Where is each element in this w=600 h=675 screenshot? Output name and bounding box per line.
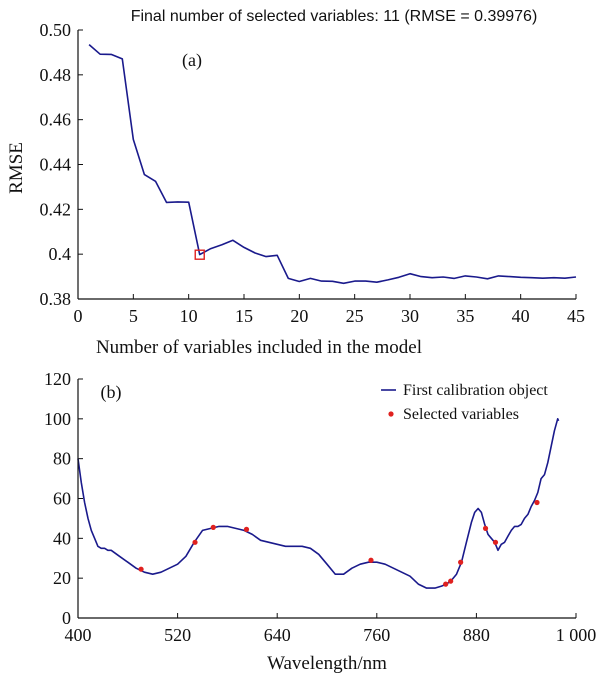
spectrum-series-line [77, 417, 560, 589]
chart-b-x-axis-label: Wavelength/nm [267, 653, 387, 674]
x-tick-label: 640 [264, 625, 291, 645]
chart-b-panel-label: (b) [101, 382, 122, 403]
y-tick-label: 60 [53, 489, 71, 509]
selected-point-marker [194, 249, 205, 260]
chart-a-title: Final number of selected variables: 11 (… [131, 8, 538, 25]
x-tick-label: 25 [346, 306, 364, 326]
selected-variable-point [210, 524, 216, 530]
y-tick-label: 0.38 [40, 289, 72, 309]
y-tick-label: 120 [44, 369, 71, 389]
x-tick-label: 20 [290, 306, 308, 326]
legend-marker-swatch [388, 411, 394, 417]
chart-b-legend: First calibration object Selected variab… [381, 382, 548, 423]
legend-label-series-2: Selected variables [403, 406, 519, 423]
x-tick-label: 400 [65, 625, 92, 645]
x-tick-label: 45 [567, 306, 585, 326]
y-tick-label: 0.42 [40, 199, 72, 219]
x-tick-label: 520 [164, 625, 191, 645]
chart-b-y-ticks: 0 20 40 60 80 100 120 [44, 369, 83, 628]
y-tick-label: 0 [62, 608, 71, 628]
x-tick-label: 10 [180, 306, 198, 326]
y-tick-label: 80 [53, 449, 71, 469]
chart-a-marks [88, 43, 577, 285]
selected-variable-point [243, 526, 250, 532]
x-tick-label: 5 [129, 306, 138, 326]
y-tick-label: 0.50 [40, 20, 72, 40]
chart-b-x-ticks: 400 520 640 760 880 1 000 [65, 613, 597, 645]
chart-b: (b) 0 20 40 60 80 100 120 400 520 640 760 880 1 000… [44, 369, 596, 674]
y-tick-label: 40 [53, 528, 71, 548]
x-tick-label: 0 [74, 306, 83, 326]
selected-variable-point [138, 566, 144, 572]
y-tick-label: 100 [44, 409, 71, 429]
x-tick-label: 880 [463, 625, 490, 645]
y-tick-label: 0.4 [49, 244, 72, 264]
chart-a-x-axis-label: Number of variables included in the mode… [96, 337, 422, 358]
y-tick-label: 0.48 [40, 65, 72, 85]
selected-variable-point [368, 557, 374, 563]
x-tick-label: 760 [363, 625, 390, 645]
y-tick-label: 0.44 [40, 155, 72, 175]
x-tick-label: 30 [401, 306, 419, 326]
rmse-series-line [88, 43, 577, 285]
y-tick-label: 0.46 [40, 110, 72, 130]
selected-variable-point [443, 581, 449, 587]
chart-a-panel-label: (a) [182, 50, 202, 71]
selected-variable-point [492, 539, 499, 545]
chart-a-x-ticks: 0 5 10 15 20 25 30 35 40 45 [74, 294, 585, 326]
x-tick-label: 15 [235, 306, 253, 326]
x-tick-label: 35 [456, 306, 474, 326]
chart-a: Final number of selected variables: 11 (… [6, 8, 585, 358]
selected-variable-point [192, 539, 198, 545]
x-tick-label: 1 000 [556, 625, 597, 645]
selected-variable-point [534, 499, 540, 506]
legend-label-series-1: First calibration object [403, 382, 548, 399]
selected-variable-point [458, 559, 464, 565]
x-tick-label: 40 [512, 306, 530, 326]
selected-variable-point [482, 525, 489, 531]
chart-b-marks [77, 417, 560, 589]
chart-a-y-axis-label: RMSE [6, 142, 27, 194]
chart-a-y-ticks: 0.38 0.4 0.42 0.44 0.46 0.48 0.50 [40, 20, 83, 309]
y-tick-label: 20 [53, 568, 71, 588]
selected-variable-point [448, 578, 454, 584]
